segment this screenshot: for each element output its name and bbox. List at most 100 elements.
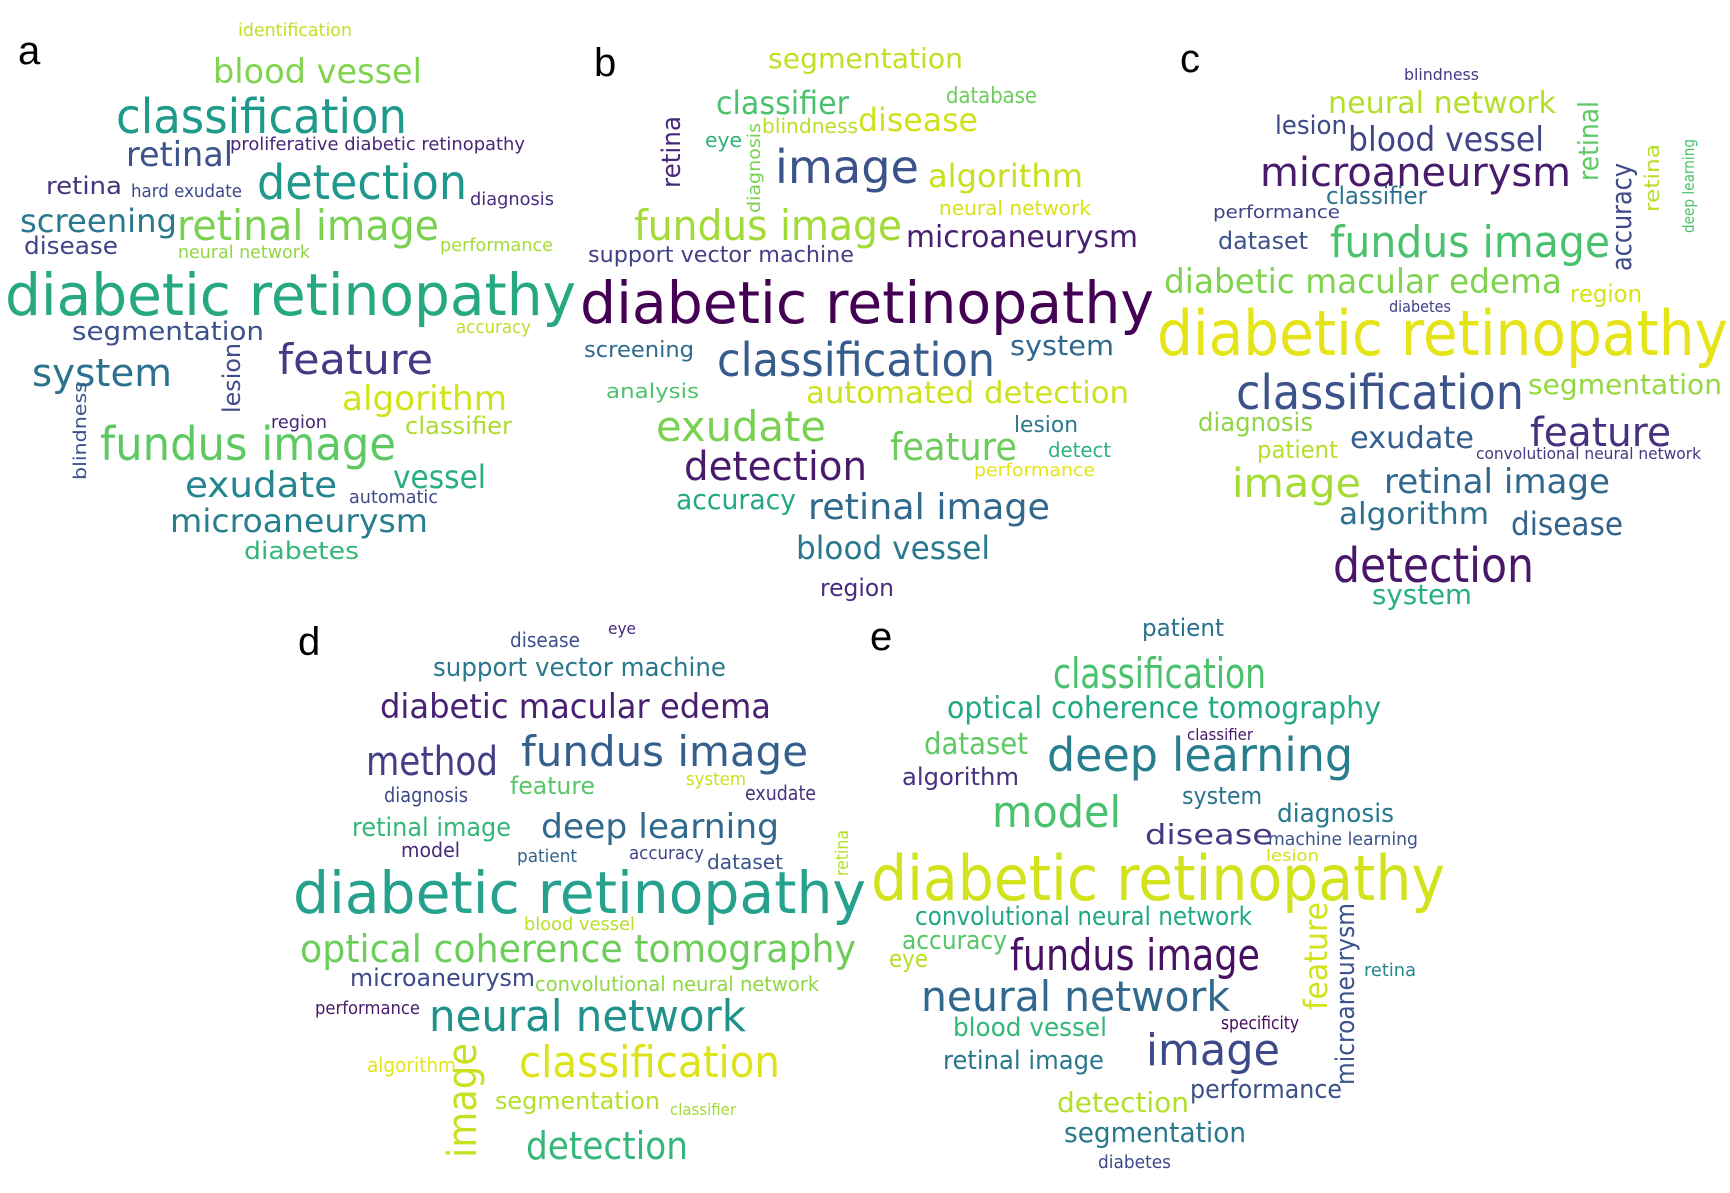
panel-d-word-diabetic-retinopathy: diabetic retinopathy — [293, 859, 866, 927]
panel-b-word-performance: performance — [974, 460, 1095, 481]
panel-a-word-hard-exudate: hard exudate — [131, 181, 242, 202]
panel-c-word-image: image — [1232, 461, 1361, 507]
panel-d-word-support-vector-machine: support vector machine — [433, 653, 726, 683]
panel-c-word-diagnosis: diagnosis — [1198, 408, 1313, 438]
panel-e-word-blood-vessel: blood vessel — [953, 1013, 1107, 1043]
panel-b-word-analysis: analysis — [606, 379, 699, 403]
panel-e-word-retinal-image: retinal image — [943, 1046, 1104, 1076]
panel-e-word-retina: retina — [1364, 960, 1416, 981]
panel-d-word-dataset: dataset — [707, 850, 783, 874]
panel-a-word-performance: performance — [440, 235, 553, 256]
panel-d-word-accuracy: accuracy — [629, 843, 704, 864]
panel-b-word-detect: detect — [1048, 438, 1111, 462]
panel-c-word-convolutional-neural-network: convolutional neural network — [1476, 444, 1702, 463]
panel-d-word-system: system — [686, 769, 746, 790]
panel-e-word-diabetic-retinopathy: diabetic retinopathy — [871, 842, 1445, 915]
panel-a-word-retinal-image: retinal image — [177, 201, 439, 250]
panel-a-word-diabetic-retinopathy: diabetic retinopathy — [5, 261, 576, 329]
panel-d-word-detection: detection — [526, 1124, 688, 1168]
panel-c-word-algorithm: algorithm — [1339, 497, 1489, 532]
panel-a-word-retinal: retinal — [126, 135, 233, 175]
panel-c-word-system: system — [1372, 578, 1472, 611]
panel-b-word-blood-vessel: blood vessel — [796, 529, 990, 567]
panel-d-word-fundus-image: fundus image — [521, 727, 808, 776]
panel-b-letter: b — [594, 41, 616, 85]
panel-c-letter: c — [1180, 37, 1200, 81]
panel-a-word-segmentation: segmentation — [72, 317, 264, 347]
panel-d-word-classification: classification — [519, 1037, 780, 1088]
panel-a-word-diagnosis: diagnosis — [470, 189, 554, 210]
panel-d-word-microaneurysm: microaneurysm — [350, 964, 535, 992]
panel-b-word-database: database — [946, 84, 1037, 109]
panel-a-word-classifier: classifier — [405, 412, 512, 440]
panel-a-word-system: system — [32, 351, 172, 395]
panel-c-word-retinal: retinal — [1572, 101, 1605, 181]
panel-e-word-detection: detection — [1057, 1086, 1189, 1119]
panel-d-letter: d — [298, 620, 320, 664]
panel-e-word-classifier: classifier — [1187, 725, 1253, 744]
panel-c-word-performance: performance — [1213, 202, 1340, 223]
panel-e-letter: e — [870, 615, 892, 659]
panel-e-word-image: image — [1146, 1025, 1280, 1076]
panel-b-word-detection: detection — [684, 444, 867, 490]
panel-b-word-classifier: classifier — [716, 84, 850, 122]
panel-a-word-feature: feature — [278, 335, 433, 384]
panel-b-word-system: system — [1010, 329, 1114, 362]
panel-e-word-specificity: specificity — [1221, 1013, 1299, 1034]
panel-d-word-method: method — [366, 739, 498, 785]
panel-b-word-region: region — [820, 574, 894, 602]
panel-a-word-screening: screening — [20, 202, 177, 240]
panel-c-word-retinal-image: retinal image — [1384, 462, 1610, 502]
panel-b-word-accuracy: accuracy — [676, 483, 796, 516]
panel-a-word-diabetes: diabetes — [244, 537, 359, 565]
panel-c-word-microaneurysm: microaneurysm — [1260, 150, 1571, 196]
panel-c-word-exudate: exudate — [1350, 421, 1474, 456]
panel-e-word-optical-coherence-tomography: optical coherence tomography — [947, 691, 1381, 726]
panel-d-word-performance: performance — [315, 998, 420, 1019]
panel-d-word-segmentation: segmentation — [495, 1087, 660, 1115]
panel-d-word-algorithm: algorithm — [367, 1053, 456, 1077]
panel-b-word-exudate: exudate — [656, 402, 826, 451]
panel-d-word-disease: disease — [510, 628, 580, 652]
panel-e-word-accuracy: accuracy — [902, 926, 1007, 956]
panel-d-word-exudate: exudate — [745, 781, 816, 805]
panel-d-word-eye: eye — [608, 619, 636, 638]
panel-d-word-diabetic-macular-edema: diabetic macular edema — [380, 687, 771, 727]
panel-e-word-neural-network: neural network — [921, 972, 1231, 1021]
panel-e-word-patient: patient — [1142, 614, 1224, 642]
panel-e-word-disease: disease — [1145, 818, 1273, 851]
panel-c-word-blindness: blindness — [1404, 65, 1479, 84]
panel-e-word-performance: performance — [1190, 1075, 1342, 1105]
panel-a-word-region: region — [271, 412, 327, 433]
panel-b-word-classification: classification — [717, 333, 995, 387]
panel-a-word-microaneurysm: microaneurysm — [170, 502, 428, 540]
panel-b-word-lesion: lesion — [1014, 413, 1078, 438]
panel-b-word-diabetic-retinopathy: diabetic retinopathy — [580, 269, 1154, 337]
panel-b-word-eye: eye — [705, 128, 742, 152]
panel-b-word-segmentation: segmentation — [768, 42, 963, 75]
panel-e-word-microaneurysm: microaneurysm — [1331, 903, 1361, 1085]
panel-d-word-feature: feature — [510, 772, 595, 800]
panel-e-word-feature: feature — [1297, 902, 1335, 1010]
panel-e-word-eye: eye — [889, 945, 928, 973]
panel-c-word-lesion: lesion — [1275, 111, 1347, 141]
panel-d-word-convolutional-neural-network: convolutional neural network — [535, 972, 819, 996]
panel-e-word-deep-learning: deep learning — [1047, 728, 1353, 782]
panel-b-word-neural-network: neural network — [939, 196, 1091, 220]
panel-c-word-detection: detection — [1333, 538, 1534, 594]
panel-d-word-optical-coherence-tomography: optical coherence tomography — [300, 927, 856, 971]
panel-c-word-classification: classification — [1236, 365, 1524, 421]
panel-a-word-blindness: blindness — [70, 382, 91, 480]
panel-a-letter: a — [18, 29, 41, 73]
panel-b-word-retinal-image: retinal image — [808, 487, 1050, 528]
panel-c-word-diabetes: diabetes — [1389, 297, 1451, 316]
panel-e-word-diagnosis: diagnosis — [1277, 799, 1394, 829]
panel-e-word-segmentation: segmentation — [1064, 1116, 1246, 1149]
panel-e-word-algorithm: algorithm — [902, 763, 1019, 791]
panel-b-word-microaneurysm: microaneurysm — [906, 220, 1138, 255]
panel-d-word-retina: retina — [832, 830, 853, 876]
panel-d-word-retinal-image: retinal image — [352, 813, 511, 843]
panel-b-word-screening: screening — [584, 338, 694, 363]
panel-a-word-accuracy: accuracy — [456, 317, 531, 338]
